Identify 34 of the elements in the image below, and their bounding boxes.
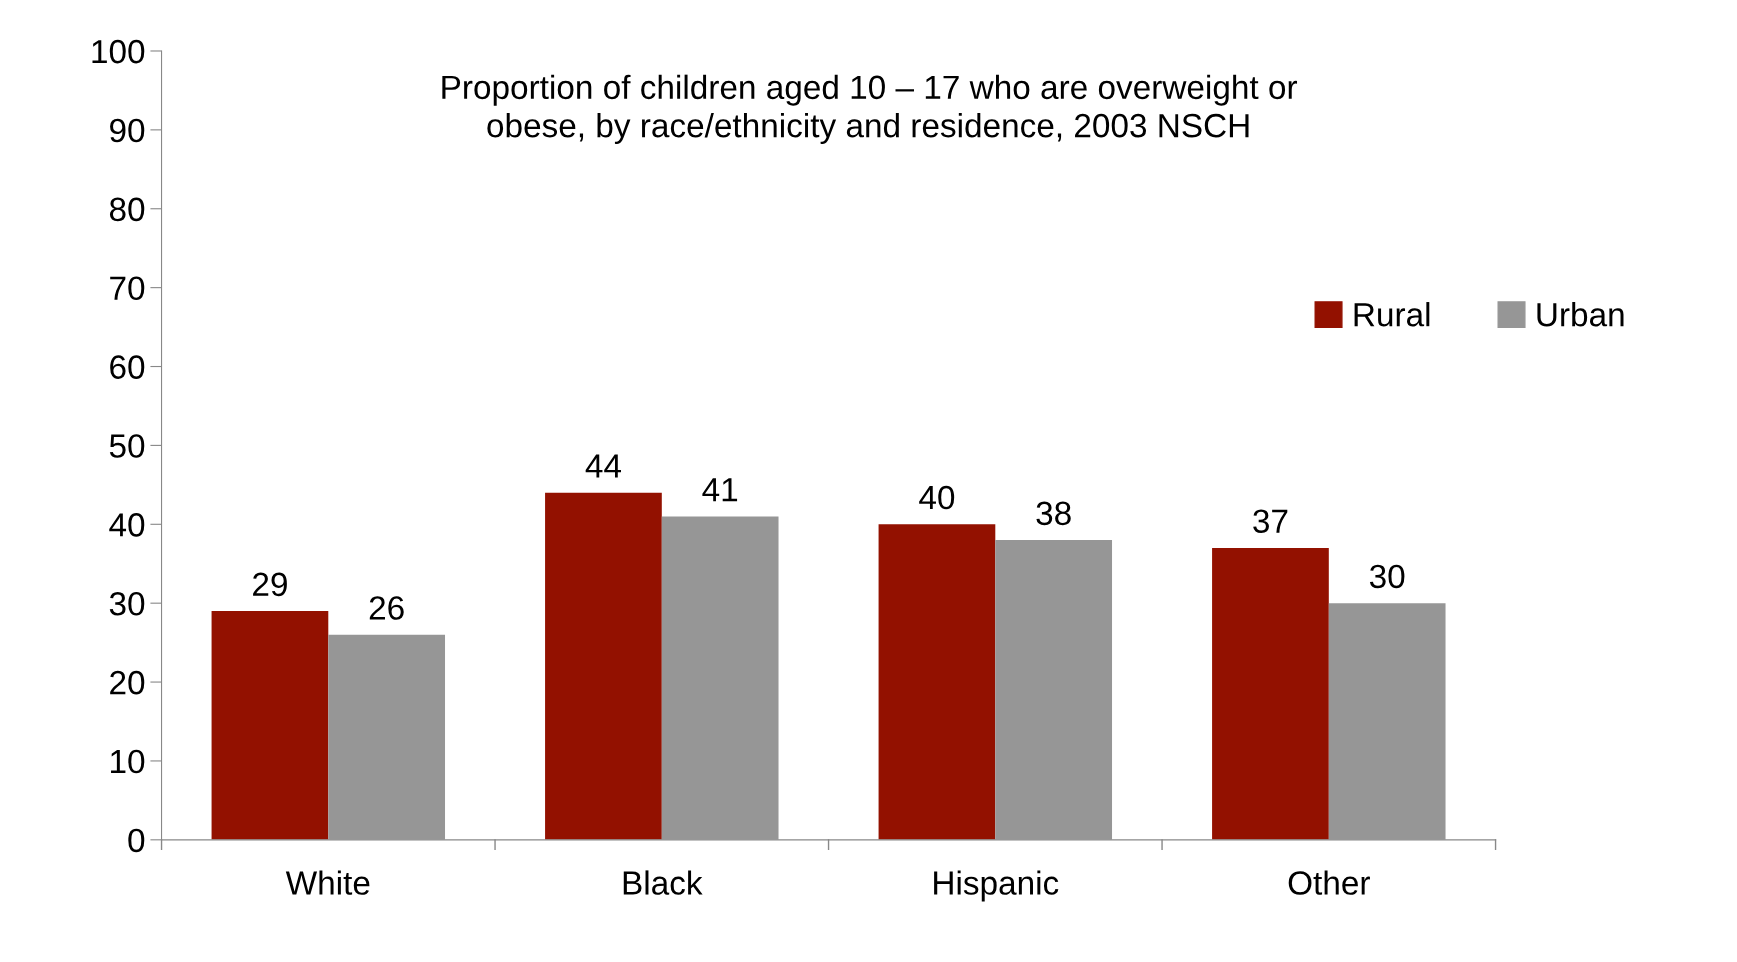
y-tick-label: 100: [92, 39, 145, 64]
bar: [661, 516, 779, 840]
data-label: 26: [369, 596, 404, 620]
data-label: 29: [253, 572, 287, 597]
legend-label: Rural: [1354, 302, 1430, 327]
data-label: 41: [702, 478, 738, 502]
y-tick-label: 60: [110, 355, 145, 379]
data-label: 40: [919, 485, 955, 510]
y-tick-label: 40: [109, 513, 145, 537]
bar: [1328, 603, 1446, 840]
data-label: 44: [585, 454, 621, 478]
bar: [1212, 547, 1329, 840]
x-tick-label: Black: [623, 870, 703, 895]
y-tick-label: 10: [111, 749, 145, 774]
data-label: 37: [1253, 509, 1288, 534]
y-tick-label: 80: [109, 197, 145, 222]
y-tick-label: 20: [110, 670, 145, 695]
y-tick-label: 30: [109, 591, 145, 616]
bar: [878, 524, 996, 840]
legend-label: Urban: [1537, 302, 1624, 327]
x-tick-label: Other: [1288, 870, 1370, 895]
text: Proportion of children aged 10 – 17 who are overweight or obese, by race/ethnicity and residence, 2003 NSCH: [442, 74, 1298, 145]
y-tick-label: 90: [110, 118, 145, 143]
x-tick-label: White: [285, 870, 370, 895]
x-tick-label: Hispanic: [934, 870, 1059, 902]
data-label: 30: [1369, 564, 1405, 589]
bar: [995, 540, 1113, 840]
data-label: 38: [1036, 501, 1071, 526]
bar: [545, 492, 662, 840]
y-tick-label: 70: [110, 276, 145, 301]
bar: [211, 611, 329, 840]
y-tick-label: 0: [128, 828, 145, 853]
y-tick-label: 50: [109, 434, 145, 458]
bar: [328, 634, 446, 840]
